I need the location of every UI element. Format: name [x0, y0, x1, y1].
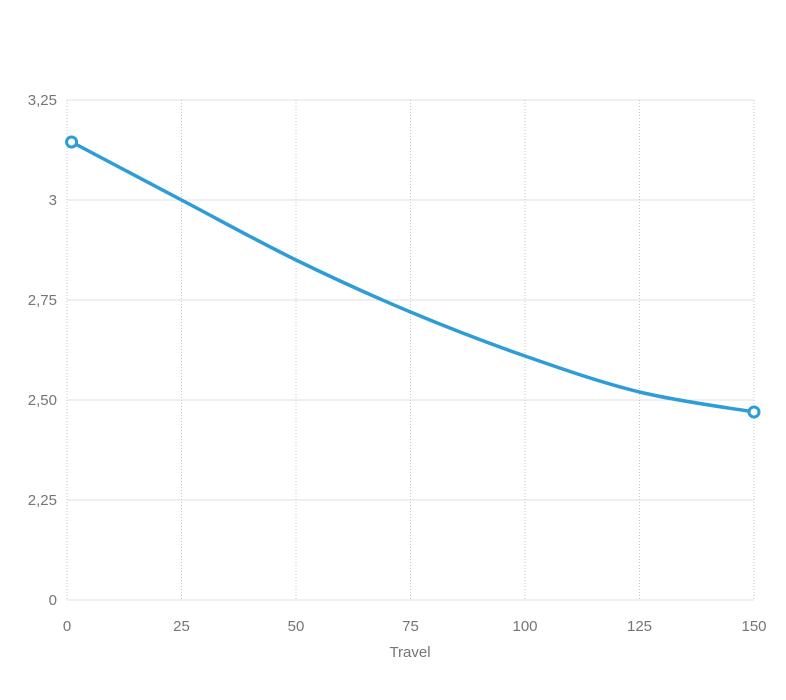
y-tick-label: 2,75	[28, 292, 57, 309]
y-tick-label: 2,25	[28, 492, 57, 509]
x-axis-title: Travel	[389, 644, 430, 661]
axis-label-layer: 3,25 3 2,75 2,50 2,25 00 25 50 75 100 125 150	[28, 92, 767, 635]
data-point-marker-end	[747, 405, 761, 419]
x-tick-label: 0	[63, 618, 71, 635]
x-tick-label: 25	[173, 618, 190, 635]
y-tick-label: 3	[49, 192, 57, 209]
series-line	[69, 140, 756, 414]
x-tick-label: 50	[288, 618, 305, 635]
x-tick-label: 100	[512, 618, 537, 635]
data-point-marker-start	[65, 135, 79, 149]
y-baseline-label: 0	[49, 592, 57, 609]
x-tick-label: 150	[741, 618, 766, 635]
x-tick-label: 75	[402, 618, 419, 635]
y-tick-label: 2,50	[28, 392, 57, 409]
y-tick-label: 3,25	[28, 92, 57, 109]
x-tick-label: 125	[627, 618, 652, 635]
grid-layer	[66, 99, 755, 601]
series-layer	[65, 135, 761, 419]
